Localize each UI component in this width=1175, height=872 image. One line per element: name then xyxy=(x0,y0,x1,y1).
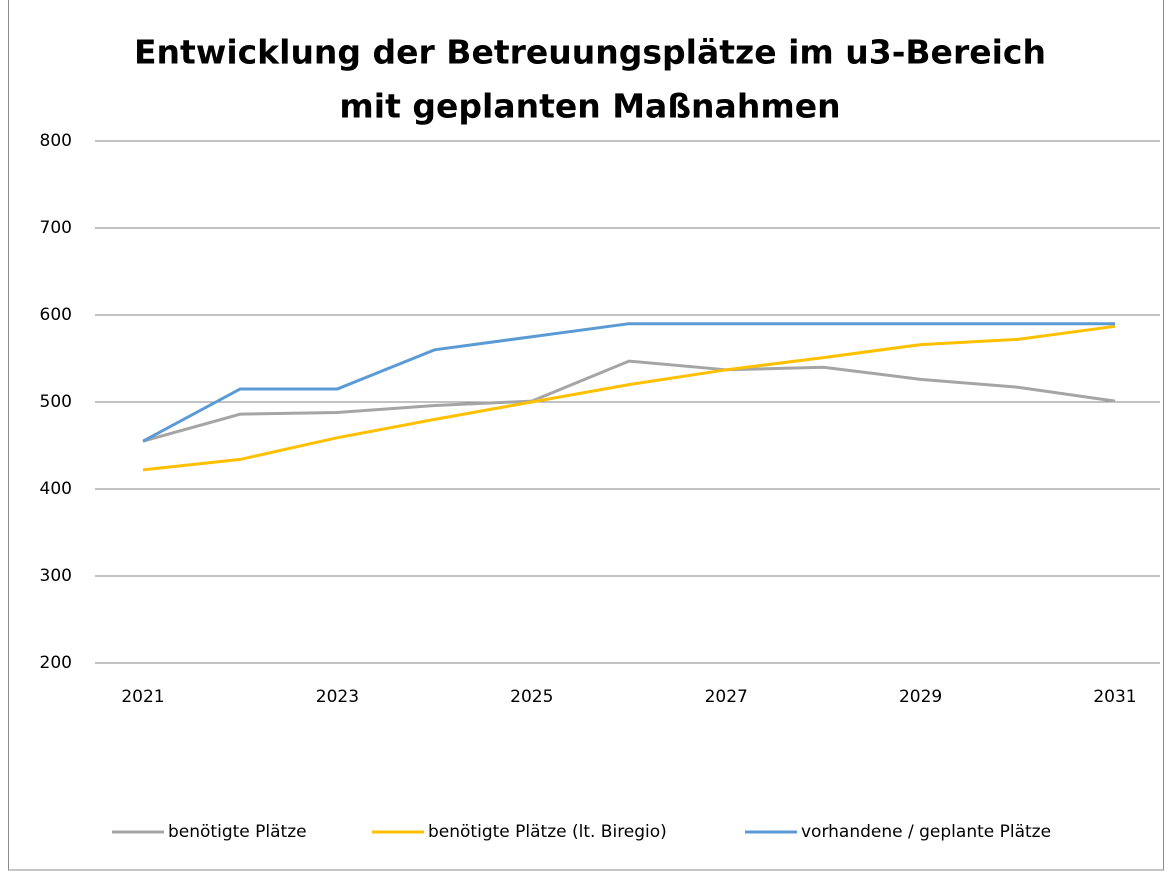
y-tick-label: 700 xyxy=(40,218,72,238)
chart-title: Entwicklung der Betreuungsplätze im u3-B… xyxy=(134,33,1046,72)
y-tick-label: 300 xyxy=(40,566,72,586)
line xyxy=(142,324,1116,472)
chart-title: mit geplanten Maßnahmen xyxy=(339,87,840,126)
line xyxy=(142,322,1115,443)
y-tick-label: 800 xyxy=(40,131,72,151)
legend-label: vorhandene / geplante Plätze xyxy=(801,822,1051,842)
x-tick-label: 2027 xyxy=(705,687,748,707)
x-tick-label: 2025 xyxy=(510,687,553,707)
chart-border xyxy=(8,0,1164,871)
y-tick-label: 200 xyxy=(40,653,72,673)
y-tick-label: 400 xyxy=(40,479,72,499)
legend-label: benötigte Plätze xyxy=(168,822,307,842)
y-tick-label: 500 xyxy=(40,392,72,412)
x-tick-label: 2031 xyxy=(1093,687,1136,707)
x-tick-label: 2023 xyxy=(316,687,359,707)
legend-label: benötigte Plätze (lt. Biregio) xyxy=(428,822,667,842)
x-tick-label: 2021 xyxy=(121,687,164,707)
line xyxy=(142,359,1116,443)
x-tick-label: 2029 xyxy=(899,687,942,707)
y-tick-label: 600 xyxy=(40,305,72,325)
